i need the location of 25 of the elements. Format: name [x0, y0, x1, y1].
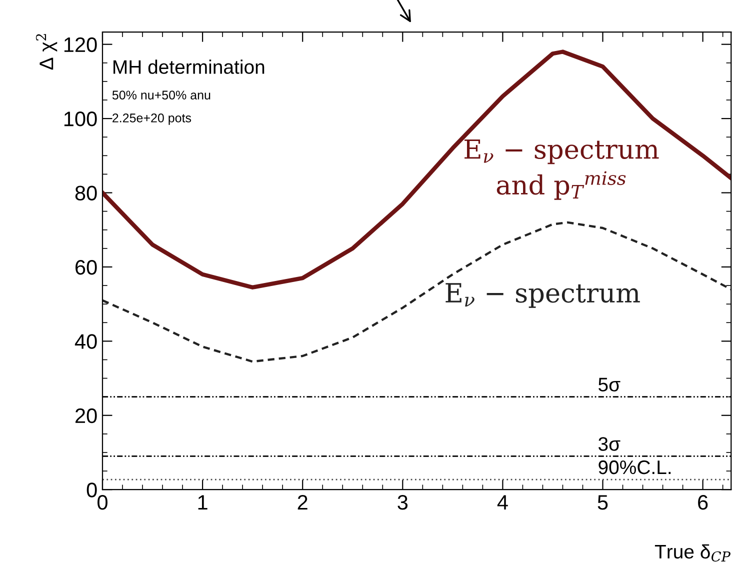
series-label: E$_{ν}$ − spectrum: [446, 283, 640, 308]
y-tick-label: 40: [74, 334, 97, 349]
y-axis-title: Δ χ$^{2}$: [36, 34, 58, 70]
y-tick-label: 100: [64, 112, 97, 126]
y-tick-label: 120: [64, 37, 97, 52]
ref-line-label: 5σ: [598, 378, 620, 392]
x-tick-label: 0: [98, 494, 108, 510]
x-tick-label: 2: [298, 494, 308, 510]
x-tick-label: 5: [598, 495, 608, 510]
annotation: MH determination: [114, 60, 264, 74]
line-series: [102, 221, 732, 363]
x-tick-label: 1: [198, 495, 208, 510]
x-tick-label: 3: [398, 494, 408, 510]
y-tick-label: 0: [86, 482, 97, 498]
annotation: 50% nu+50% anu: [112, 90, 210, 100]
y-tick-label: 80: [75, 186, 97, 201]
ref-line-label: 90%C.L.: [598, 460, 671, 474]
x-tick-label: 6: [698, 494, 708, 510]
y-tick-label: 60: [76, 260, 97, 275]
annotation: 2.25e+20 pots: [112, 114, 192, 125]
y-tick-label: 20: [76, 408, 97, 424]
x-tick-label: 4: [497, 495, 508, 510]
series-label: E$_{ν}$ − spectrum and p$_{T}$$^{miss}$: [464, 139, 659, 200]
ref-line-label: 3σ: [598, 437, 620, 451]
x-axis-title: True δ$_{CP}$: [654, 544, 730, 562]
